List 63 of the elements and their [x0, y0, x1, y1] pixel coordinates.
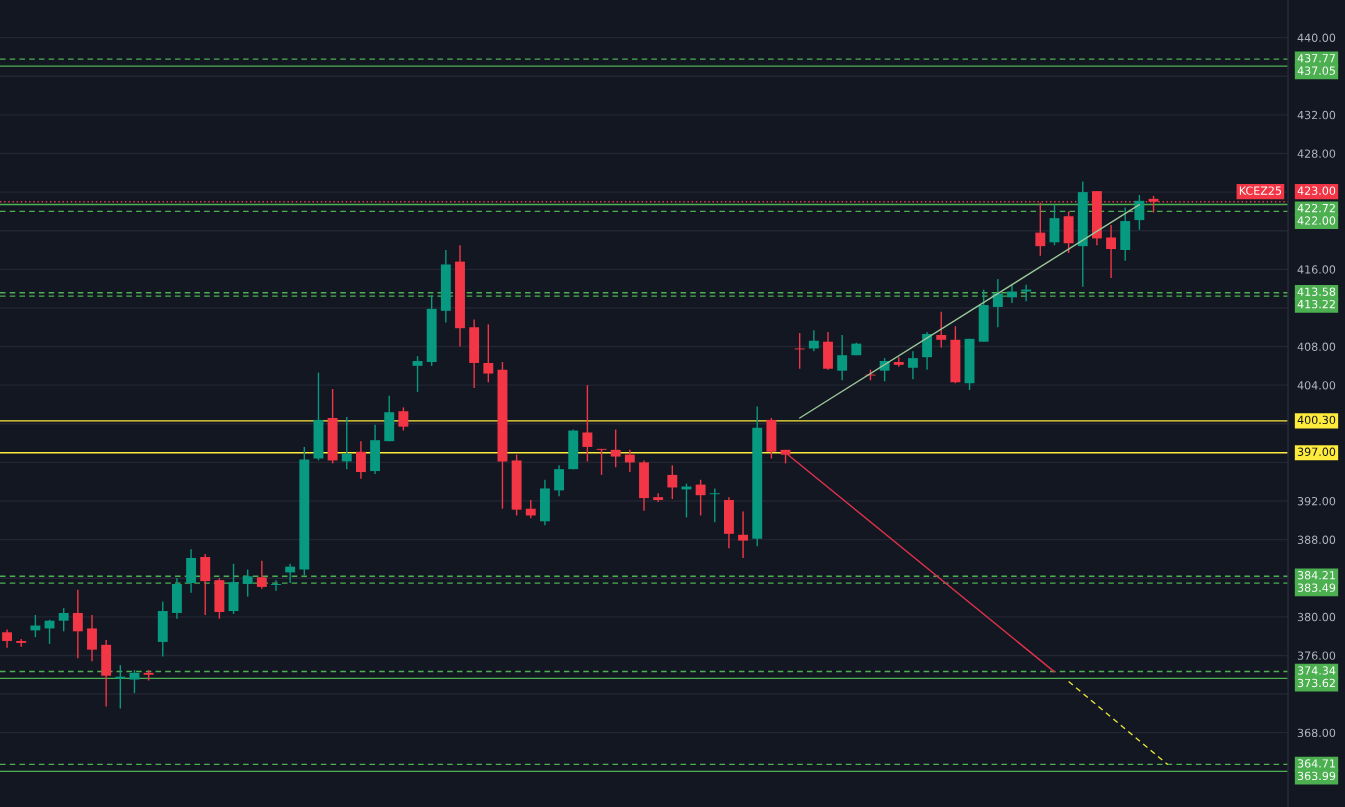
candlestick — [695, 479, 706, 517]
candlestick — [794, 332, 805, 370]
candlestick — [129, 669, 140, 694]
candlestick — [1106, 224, 1117, 279]
candlestick — [1134, 194, 1145, 231]
ref-line-label: 422.72 — [1297, 203, 1335, 213]
candlestick — [2, 628, 13, 649]
candlestick — [87, 614, 97, 662]
candlestick — [242, 568, 253, 598]
y-tick-label: 388.00 — [1297, 535, 1336, 544]
ref-line-label: 413.58 — [1297, 287, 1336, 296]
ref-line-label: 422.00 — [1297, 216, 1336, 225]
ref-line-label: 374.34 — [1297, 666, 1336, 675]
candlestick — [1035, 202, 1046, 257]
y-tick-label: 376.00 — [1297, 651, 1336, 660]
candlestick — [808, 329, 819, 353]
y-tick-label: 392.00 — [1297, 496, 1336, 506]
y-tick-label: 368.00 — [1297, 728, 1336, 738]
ref-line-label: 423.00 — [1297, 186, 1336, 195]
candlestick — [610, 428, 621, 468]
candlestick — [936, 311, 947, 349]
ref-line-label: 437.05 — [1297, 66, 1335, 75]
y-tick-label: 428.00 — [1297, 149, 1336, 158]
candlestick — [1021, 284, 1032, 302]
candlestick — [738, 510, 749, 559]
ref-line-label: 397.00 — [1297, 447, 1336, 456]
candlestick — [115, 664, 126, 710]
candlestick — [355, 440, 366, 480]
ref-line-label: 373.62 — [1297, 678, 1335, 688]
candlestick — [72, 589, 83, 660]
candlestick — [582, 384, 593, 463]
ref-line-label: 413.22 — [1297, 299, 1335, 309]
ref-line-label: 363.99 — [1297, 771, 1336, 781]
y-tick-label: 440.00 — [1297, 33, 1336, 43]
candlestick — [922, 331, 933, 371]
y-tick-label: 416.00 — [1297, 265, 1336, 274]
annotation: KCEZ25 — [1239, 186, 1282, 195]
candlestick — [837, 334, 848, 382]
candlestick — [554, 464, 565, 497]
candlestick — [907, 350, 918, 381]
ref-line-label: 383.49 — [1297, 583, 1336, 592]
candlestick — [58, 607, 69, 633]
candlestick — [709, 487, 720, 523]
candlestick — [653, 492, 664, 503]
candlestick — [992, 278, 1003, 328]
candlestick — [483, 323, 494, 383]
candlestick — [667, 464, 678, 500]
y-tick-label: 380.00 — [1297, 612, 1336, 622]
candlestick — [596, 448, 607, 476]
ref-line-label: 364.71 — [1297, 759, 1335, 768]
ref-line-label: 400.30 — [1297, 415, 1336, 425]
candlestick — [412, 355, 423, 393]
candlestick — [525, 499, 536, 520]
candlestick — [398, 406, 409, 432]
candlestick — [341, 416, 352, 470]
candlestick — [256, 560, 267, 590]
candlestick — [271, 579, 281, 592]
ref-line-label: 437.77 — [1297, 53, 1335, 63]
candlestick — [624, 449, 635, 473]
y-tick-label: 404.00 — [1297, 381, 1336, 390]
ref-line-label: 384.21 — [1297, 571, 1335, 580]
y-tick-label: 432.00 — [1297, 110, 1336, 120]
y-tick-label: 408.00 — [1297, 342, 1336, 351]
